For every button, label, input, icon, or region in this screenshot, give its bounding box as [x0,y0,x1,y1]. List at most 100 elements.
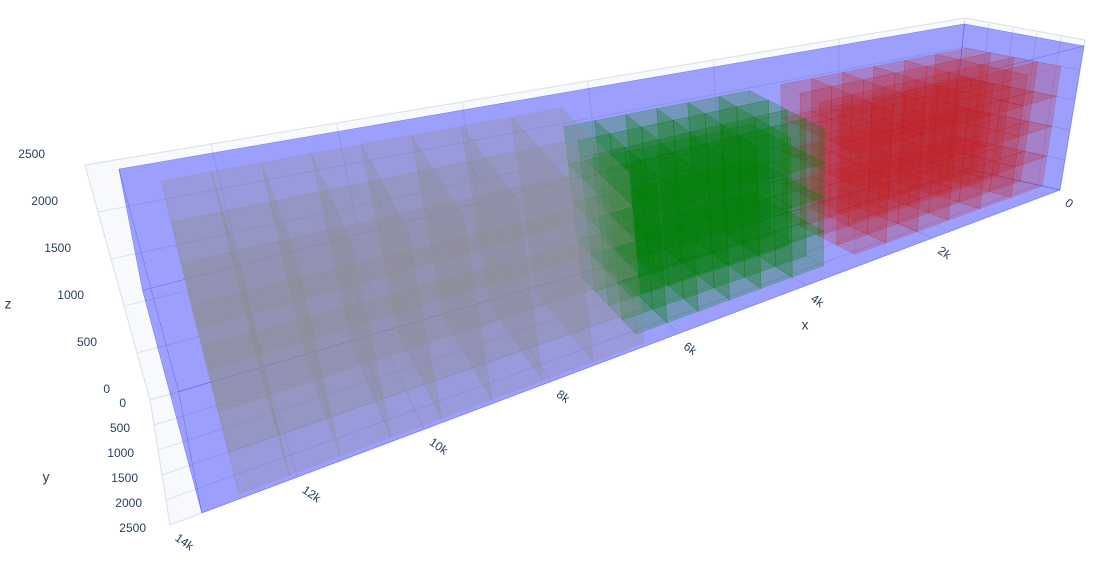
mesh-face [819,94,853,136]
mesh-face [741,196,775,243]
mesh-face [424,208,481,327]
mesh-face [478,232,539,345]
mesh-cell [577,133,630,194]
mesh-face [741,235,790,256]
mesh-face [973,116,1030,132]
mesh-face [628,175,664,222]
mesh-face [689,155,726,202]
mesh-face [740,201,772,246]
mesh-face [963,48,991,83]
mesh-face [628,183,647,236]
mesh-face [927,114,954,151]
mesh-face [756,177,807,198]
mesh-face [657,139,677,190]
mesh-face [976,141,1003,177]
mesh-face [680,251,729,275]
mesh-face [810,175,831,218]
mesh-cell [675,148,727,205]
mesh-face [1018,95,1057,137]
mesh-face [993,121,1030,162]
mesh-face [870,102,893,145]
mesh-face [695,234,743,255]
mesh-face [901,117,937,160]
mesh-face [900,149,955,168]
mesh-face [882,79,918,120]
mesh-face [675,179,711,226]
mesh-face [1028,91,1057,127]
mesh-face [631,212,679,236]
mesh-face [631,186,651,237]
mesh-face [691,172,711,220]
mesh-face [836,211,856,255]
mesh-face [586,215,605,269]
mesh-face [840,128,893,145]
mesh-face [838,102,873,145]
mesh-face [661,237,697,286]
mesh-face [178,164,1061,514]
mesh-face [631,220,651,273]
mesh-face [643,188,679,236]
mesh-face [952,89,979,126]
mesh-face [787,177,807,223]
mesh-face [917,158,942,197]
mesh-face [837,135,872,179]
mesh-face [882,79,918,120]
mesh-face [628,183,647,236]
mesh-face [466,151,522,198]
mesh-face [881,119,904,160]
mesh-face [530,242,642,327]
mesh-face [598,150,646,172]
mesh-face [779,78,833,94]
mesh-face [829,175,861,218]
mesh-face [880,142,935,160]
mesh-face [641,120,691,140]
mesh-face [390,281,487,382]
mesh-face [869,135,891,178]
mesh-face [942,125,999,141]
mesh-face [590,252,609,307]
mesh-face [739,127,792,148]
mesh-face [665,239,713,263]
mesh-face [930,149,955,189]
mesh-face [850,94,873,137]
mesh-face [650,227,697,250]
mesh-face [914,79,939,119]
mesh-face [590,244,625,292]
mesh-face [417,161,473,209]
mesh-face [780,143,832,161]
mesh-face [868,152,921,168]
mesh-face [706,141,757,161]
mesh-face [757,172,792,219]
mesh-cell [932,108,992,158]
mesh-face [831,86,853,128]
mesh-face [737,133,770,177]
mesh-face [726,220,776,243]
mesh-face [1000,61,1038,101]
mesh-face [772,127,792,174]
mesh-face [592,146,629,193]
mesh-face [811,78,833,120]
mesh-cell [368,171,476,306]
mesh-face [935,77,972,119]
mesh-face [927,202,981,221]
mesh-face [634,248,682,273]
mesh-face [711,251,730,301]
mesh-face [755,143,807,163]
mesh-face [1000,91,1057,107]
mesh-cell [360,134,470,269]
mesh-face [949,119,976,156]
mesh-face [616,207,636,260]
mesh-face [938,164,963,203]
mesh-face [736,106,756,153]
mesh-face [923,92,961,135]
mesh-cell [410,125,524,253]
mesh-face [327,218,384,269]
mesh-cell [659,167,711,226]
mesh-face [870,94,906,137]
mesh-face [919,149,973,166]
mesh-face [614,234,650,283]
mesh-face [756,177,789,222]
mesh-face [260,337,324,395]
mesh-face [839,167,861,209]
mesh-face [979,166,1016,210]
